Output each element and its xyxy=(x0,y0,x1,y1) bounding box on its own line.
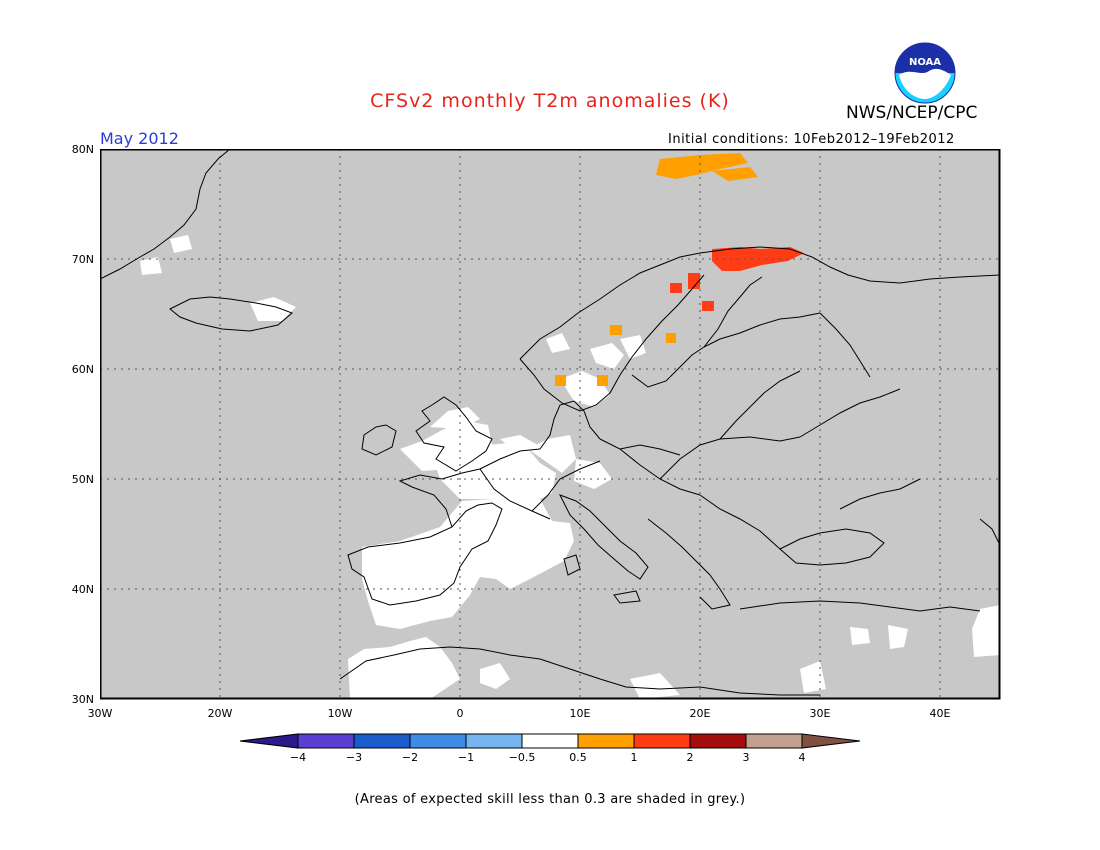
colorbar-label: 4 xyxy=(798,751,806,764)
coastlines xyxy=(100,149,1001,696)
chart-title: CFSv2 monthly T2m anomalies (K) xyxy=(370,90,730,112)
colorbar-label: −3 xyxy=(345,751,363,764)
initial-conditions-label: Initial conditions: 10Feb2012–19Feb2012 xyxy=(668,132,955,147)
anomaly-map xyxy=(100,149,1001,700)
lat-tick-label: 60N xyxy=(71,363,94,376)
lat-tick-label: 70N xyxy=(71,253,94,266)
colorbar-swatch xyxy=(297,733,355,749)
neutral-anomaly-areas xyxy=(140,235,1000,699)
colorbar xyxy=(239,733,861,749)
colorbar-swatch xyxy=(521,733,579,749)
map-gridlines xyxy=(100,149,1000,699)
colorbar-swatch xyxy=(465,733,523,749)
lon-tick-label: 20E xyxy=(689,707,711,720)
colorbar-swatch xyxy=(745,733,803,749)
colorbar-label: −2 xyxy=(401,751,419,764)
colorbar-label: −4 xyxy=(289,751,307,764)
colorbar-label: 2 xyxy=(686,751,694,764)
forecast-month-label: May 2012 xyxy=(100,129,179,148)
colorbar-label: 1 xyxy=(630,751,638,764)
colorbar-swatch xyxy=(353,733,411,749)
colorbar-swatch xyxy=(409,733,467,749)
country-borders xyxy=(479,312,921,550)
lat-tick-label: 30N xyxy=(71,693,94,706)
colorbar-label: −0.5 xyxy=(508,751,536,764)
lon-tick-label: 30W xyxy=(87,707,113,720)
lon-tick-label: 0 xyxy=(456,707,464,720)
colorbar-label: 3 xyxy=(742,751,750,764)
colorbar-swatch xyxy=(577,733,635,749)
lat-tick-label: 40N xyxy=(71,583,94,596)
colorbar-swatch xyxy=(689,733,747,749)
lat-tick-label: 50N xyxy=(71,473,94,486)
skill-footnote: (Areas of expected skill less than 0.3 a… xyxy=(354,792,746,807)
colorbar-swatch xyxy=(633,733,691,749)
noaa-logo-text: NOAA xyxy=(909,57,941,68)
lon-tick-label: 10E xyxy=(569,707,591,720)
noaa-logo: NOAA xyxy=(894,42,956,104)
lon-tick-label: 40E xyxy=(929,707,951,720)
colorbar-arrow-high xyxy=(801,733,861,749)
lat-tick-label: 80N xyxy=(71,143,94,156)
colorbar-label: 0.5 xyxy=(569,751,587,764)
colorbar-arrow-low xyxy=(239,733,299,749)
lon-tick-label: 10W xyxy=(327,707,353,720)
map-frame xyxy=(100,149,1001,700)
colorbar-label: −1 xyxy=(457,751,475,764)
lon-tick-label: 30E xyxy=(809,707,831,720)
anomaly-0_5-to-1-areas xyxy=(555,153,758,386)
lon-tick-label: 20W xyxy=(207,707,233,720)
agency-label: NWS/NCEP/CPC xyxy=(846,103,978,123)
low-skill-grey-background xyxy=(100,149,1000,699)
